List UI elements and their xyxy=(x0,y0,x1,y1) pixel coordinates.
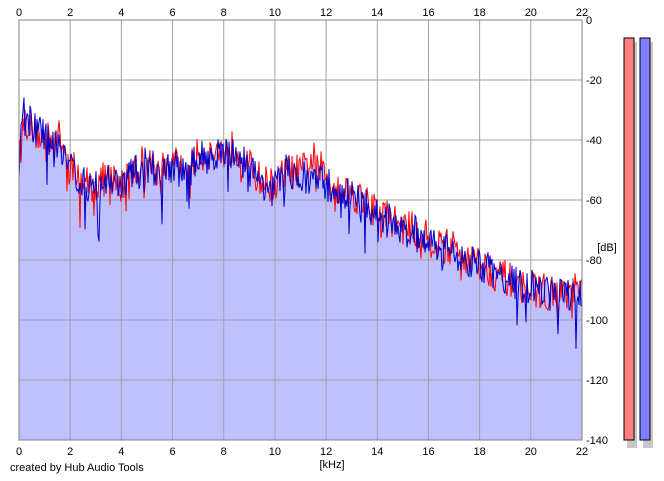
x-tick-label-top: 8 xyxy=(221,7,227,19)
x-tick-label-top: 2 xyxy=(67,7,73,19)
x-tick-label-top: 12 xyxy=(320,7,332,19)
level-meters xyxy=(623,37,653,448)
x-tick-label-top: 18 xyxy=(474,7,486,19)
x-tick-label-bottom: 14 xyxy=(371,446,383,458)
plot-frame xyxy=(18,19,583,441)
axes xyxy=(18,19,583,441)
x-tick-label-top: 10 xyxy=(269,7,281,19)
x-axis-label: [kHz] xyxy=(319,459,344,471)
level-meter-2 xyxy=(639,37,651,441)
x-tick-label-top: 4 xyxy=(118,7,124,19)
x-tick-label-bottom: 2 xyxy=(67,446,73,458)
x-tick-label-top: 14 xyxy=(371,7,383,19)
x-tick-label-bottom: 12 xyxy=(320,446,332,458)
spectrum-traces xyxy=(18,97,583,349)
x-tick-label-top: 6 xyxy=(169,7,175,19)
x-tick-label-bottom: 18 xyxy=(474,446,486,458)
x-tick-label-top: 22 xyxy=(576,7,588,19)
x-tick-label-top: 16 xyxy=(422,7,434,19)
credit-note: created by Hub Audio Tools xyxy=(10,462,144,474)
y-axis-label: [dB] xyxy=(597,242,617,254)
y-tick-label: -40 xyxy=(586,135,602,147)
x-tick-label-bottom: 10 xyxy=(269,446,281,458)
y-tick-label: -100 xyxy=(586,315,608,327)
x-tick-label-bottom: 4 xyxy=(118,446,124,458)
x-tick-label-bottom: 8 xyxy=(221,446,227,458)
tick-labels: 002244668810101212141416161818202022220-… xyxy=(16,7,608,458)
x-tick-label-top: 20 xyxy=(525,7,537,19)
y-tick-label: 0 xyxy=(586,15,592,27)
x-tick-label-bottom: 16 xyxy=(422,446,434,458)
y-tick-label: -20 xyxy=(586,75,602,87)
x-tick-label-bottom: 22 xyxy=(576,446,588,458)
spectrum-trace-2 xyxy=(18,97,583,349)
y-tick-label: -140 xyxy=(586,435,608,447)
x-tick-label-bottom: 6 xyxy=(169,446,175,458)
y-tick-label: -60 xyxy=(586,195,602,207)
level-meter-1 xyxy=(623,37,635,441)
x-tick-label-bottom: 0 xyxy=(16,446,22,458)
x-tick-label-bottom: 20 xyxy=(525,446,537,458)
y-tick-label: -80 xyxy=(586,255,602,267)
y-tick-label: -120 xyxy=(586,375,608,387)
x-tick-label-top: 0 xyxy=(16,7,22,19)
